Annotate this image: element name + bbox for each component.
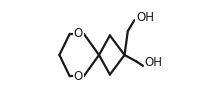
Text: O: O (74, 27, 83, 40)
Text: O: O (74, 70, 83, 83)
Text: OH: OH (145, 56, 163, 69)
Text: OH: OH (136, 11, 154, 24)
